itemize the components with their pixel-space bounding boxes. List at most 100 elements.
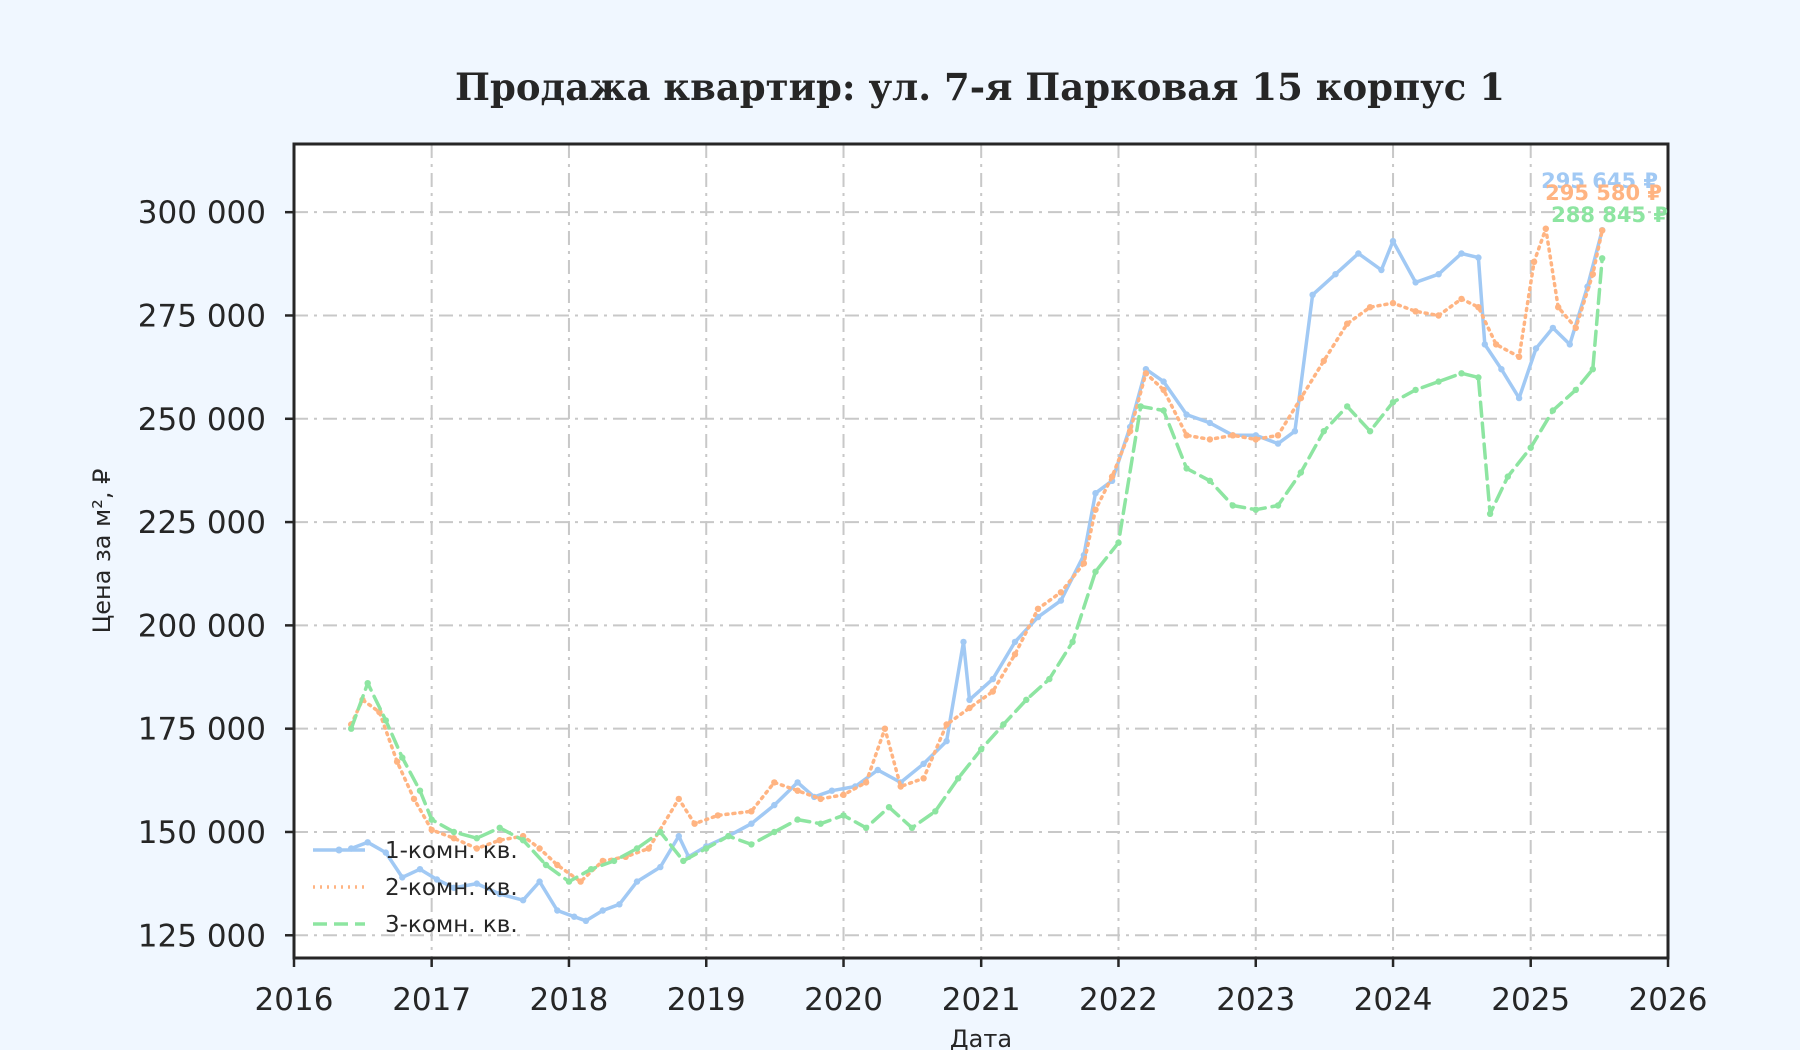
data-point: [519, 837, 527, 844]
data-point: [748, 820, 755, 827]
data-point: [1486, 510, 1494, 517]
data-point: [450, 835, 458, 842]
data-point: [1589, 366, 1597, 373]
data-point: [1572, 386, 1580, 394]
data-point: [862, 779, 870, 786]
x-tick-label: 2022: [1079, 982, 1158, 1018]
series-line: [349, 226, 1604, 884]
data-point: [1515, 394, 1523, 402]
data-point: [1274, 502, 1282, 509]
x-tick-label: 2023: [1216, 982, 1295, 1018]
data-point: [473, 835, 480, 842]
data-point: [1160, 378, 1167, 385]
data-point: [1475, 374, 1482, 381]
data-point: [1069, 638, 1076, 646]
data-point: [1366, 428, 1374, 435]
data-point: [1183, 432, 1190, 439]
data-point: [1458, 250, 1465, 257]
chart-title: Продажа квартир: ул. 7-я Парковая 15 кор…: [455, 65, 1505, 109]
data-point: [473, 845, 480, 852]
x-tick-label: 2019: [667, 982, 746, 1018]
data-point: [1475, 304, 1482, 311]
data-point: [428, 816, 435, 823]
y-tick-label: 300 000: [138, 195, 266, 231]
data-point: [1532, 345, 1540, 352]
data-point: [703, 845, 710, 852]
data-point: [657, 828, 664, 836]
data-point: [943, 721, 950, 728]
axis-ticks: 2016 2017 2018 2019 2020 2021 2022 2023 2024 2025…: [138, 195, 1708, 1018]
end-labels: 295 645 ₽295 580 ₽288 845 ₽: [1541, 169, 1668, 227]
data-point: [1504, 473, 1512, 480]
data-point: [364, 839, 371, 846]
data-point: [1458, 295, 1465, 303]
data-point: [1057, 597, 1065, 604]
data-point: [1572, 324, 1580, 332]
data-point: [794, 779, 801, 786]
data-point: [794, 816, 801, 823]
y-tick-label: 125 000: [138, 918, 266, 954]
y-tick-label: 225 000: [138, 505, 266, 541]
data-point: [1297, 394, 1305, 402]
data-point: [1046, 675, 1053, 683]
data-point: [1492, 341, 1500, 348]
data-point: [450, 828, 458, 836]
data-point: [376, 708, 383, 716]
data-point: [874, 766, 881, 774]
data-point: [599, 857, 606, 865]
series-end-label: 288 845 ₽: [1551, 203, 1668, 227]
data-point: [382, 717, 389, 724]
y-tick-label: 150 000: [138, 815, 266, 851]
data-point: [932, 808, 939, 815]
y-tick-label: 200 000: [138, 608, 266, 644]
data-point: [1183, 411, 1190, 418]
data-point: [1274, 440, 1282, 447]
data-point: [399, 874, 406, 881]
data-point: [1412, 386, 1419, 394]
data-point: [1530, 258, 1538, 265]
data-point: [691, 820, 698, 827]
data-point: [536, 845, 543, 852]
data-point: [960, 638, 967, 646]
data-point: [989, 675, 996, 683]
data-point: [536, 878, 543, 885]
data-point: [542, 861, 550, 869]
data-point: [1092, 568, 1099, 575]
y-axis-label: Цена за м², ₽: [88, 469, 116, 634]
series-end-label: 295 645 ₽: [1541, 169, 1658, 193]
data-point: [966, 696, 973, 703]
data-point: [1332, 271, 1339, 278]
data-point: [565, 878, 573, 885]
data-point: [496, 890, 503, 898]
data-point: [348, 725, 355, 732]
series-1: [348, 227, 1606, 924]
data-point: [1183, 465, 1190, 472]
x-tick-label: 2026: [1629, 982, 1708, 1018]
data-point: [1498, 366, 1505, 373]
data-point: [1023, 696, 1030, 703]
data-point: [1435, 312, 1442, 319]
data-point: [828, 787, 836, 794]
data-point: [1589, 271, 1597, 278]
data-point: [680, 857, 687, 865]
data-point: [1515, 353, 1523, 360]
data-point: [794, 787, 801, 794]
data-point: [428, 826, 435, 834]
data-point: [1080, 560, 1088, 567]
data-point: [1475, 254, 1482, 261]
data-point: [1274, 432, 1282, 439]
data-point: [978, 746, 985, 753]
data-point: [1092, 506, 1099, 513]
legend-label: 2-комн. кв.: [385, 875, 518, 901]
data-point: [1137, 403, 1144, 410]
data-point: [1435, 378, 1442, 385]
data-point: [885, 804, 893, 811]
data-point: [989, 688, 996, 695]
data-point: [571, 913, 578, 920]
data-point: [1389, 299, 1397, 307]
data-point: [675, 832, 682, 840]
data-point: [1389, 237, 1397, 245]
data-point: [616, 901, 623, 908]
x-tick-label: 2016: [255, 982, 334, 1018]
data-point: [1412, 308, 1419, 315]
